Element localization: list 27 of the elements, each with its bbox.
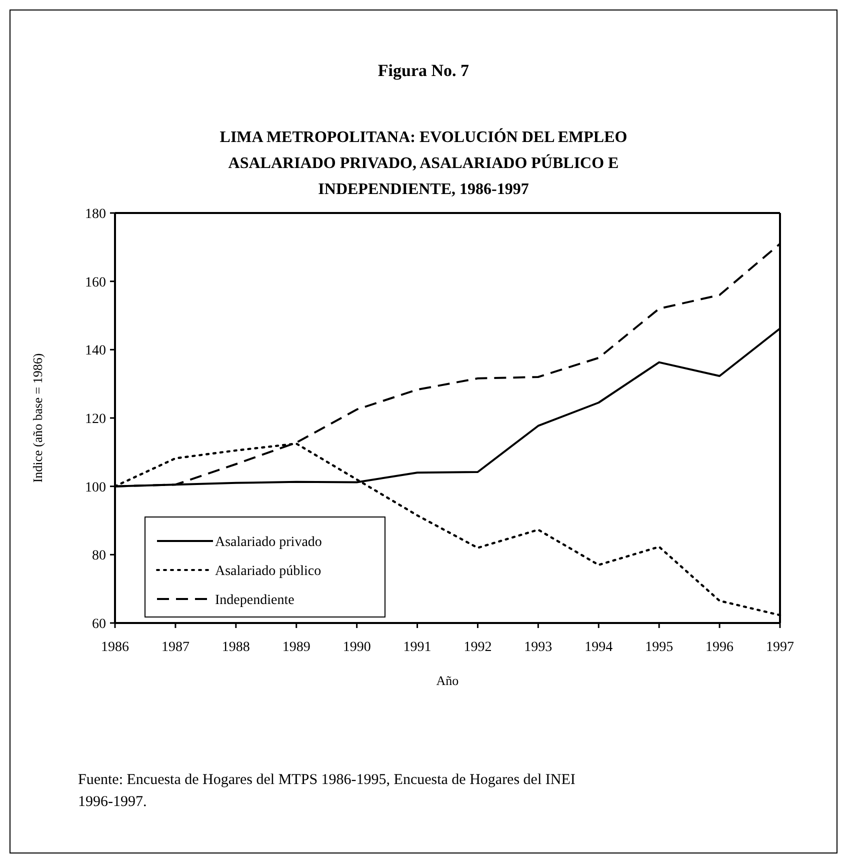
x-tick-label: 1991 [403,640,432,655]
y-tick-label: 140 [85,344,106,359]
x-tick-label: 1993 [524,640,552,655]
legend-label: Independiente [215,593,294,608]
x-tick-label: 1990 [342,640,371,655]
y-tick-label: 120 [85,412,106,427]
x-tick-label: 1992 [464,640,492,655]
y-axis-title: Indice (año base = 1986) [30,353,45,483]
chart-subtitle: LIMA METROPOLITANA: EVOLUCIÓN DEL EMPLEO ASALARIADO PRIVADO, ASALARIADO PÚBLICO E INDEPENDIENTE, 1986-1997 [220,128,628,198]
y-tick-label: 160 [85,275,106,290]
x-tick-label: 1997 [766,640,794,655]
x-tick-label: 1987 [161,640,190,655]
x-tick-label: 1986 [101,640,129,655]
legend-label: Asalariado privado [215,535,322,550]
y-tick-label: 80 [92,548,106,564]
legend-label: Asalariado público [215,564,322,579]
x-tick-label: 1995 [645,640,674,655]
chart-title: Figura No. 7 [378,61,470,80]
y-tick-label: 180 [85,207,106,222]
y-tick-label: 60 [92,617,106,632]
x-axis-title: Año [436,673,459,688]
source-note: Fuente: Encuesta de Hogares del MTPS 1986-1995, Encuesta de Hogares del INEI 1996-1997. [78,772,576,810]
x-tick-label: 1996 [706,640,734,655]
x-tick-label: 1994 [584,640,613,655]
y-tick-label: 100 [85,480,106,496]
x-tick-label: 1988 [222,640,250,655]
x-tick-label: 1989 [282,640,310,655]
